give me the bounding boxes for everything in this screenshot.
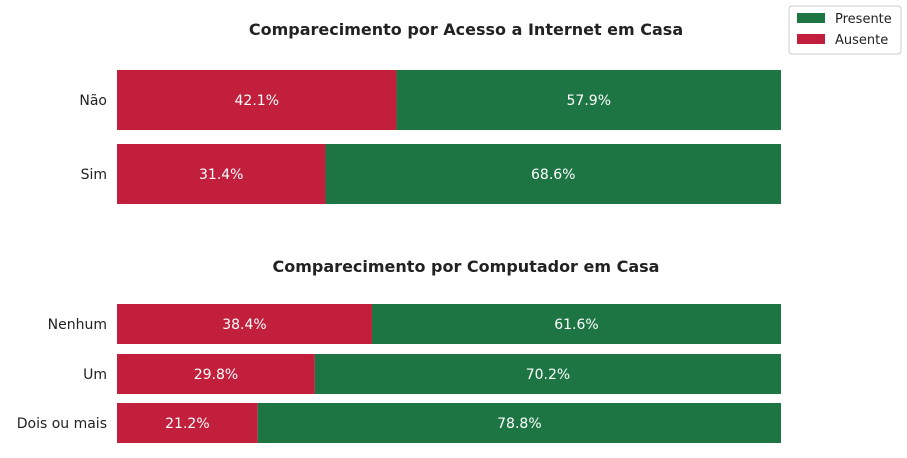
bar-label-presente-nenhum: 61.6%: [554, 317, 598, 333]
category-label-um: Um: [83, 367, 107, 383]
bar-label-presente-sim: 68.6%: [531, 167, 575, 183]
bar-label-ausente-um: 29.8%: [194, 367, 238, 383]
legend-label-presente: Presente: [835, 12, 892, 27]
bar-ausente-um: [117, 354, 315, 394]
legend: Presente Ausente: [788, 5, 902, 55]
chart-title-internet: Comparecimento por Acesso a Internet em …: [249, 20, 683, 39]
bar-ausente-dois-ou-mais: [117, 403, 258, 443]
category-label-dois-ou-mais: Dois ou mais: [17, 416, 107, 432]
bar-ausente-nao: [117, 70, 397, 130]
bar-label-ausente-nenhum: 38.4%: [222, 317, 266, 333]
bar-label-presente-dois-ou-mais: 78.8%: [497, 416, 541, 432]
bar-label-presente-um: 70.2%: [526, 367, 570, 383]
category-label-nenhum: Nenhum: [48, 317, 107, 333]
category-label-sim: Sim: [81, 167, 107, 183]
bar-label-ausente-dois-ou-mais: 21.2%: [165, 416, 209, 432]
chart-panel-internet: Comparecimento por Acesso a Internet em …: [79, 20, 781, 204]
bar-ausente-nenhum: [117, 304, 372, 344]
bar-ausente-sim: [117, 144, 326, 204]
bar-label-ausente-sim: 31.4%: [199, 167, 243, 183]
chart-panel-computer: Comparecimento por Computador em Casa Ne…: [17, 257, 781, 443]
bar-presente-nenhum: [371, 304, 781, 344]
bar-label-ausente-nao: 42.1%: [235, 93, 279, 109]
bar-presente-sim: [325, 144, 781, 204]
chart-title-computer: Comparecimento por Computador em Casa: [273, 257, 660, 276]
bar-presente-dois-ou-mais: [257, 403, 781, 443]
bar-label-presente-nao: 57.9%: [567, 93, 611, 109]
legend-label-ausente: Ausente: [835, 33, 888, 48]
bar-presente-um: [314, 354, 781, 394]
legend-swatch-ausente: [797, 34, 825, 44]
bar-presente-nao: [396, 70, 781, 130]
legend-swatch-presente: [797, 13, 825, 23]
category-label-nao: Não: [79, 93, 107, 109]
